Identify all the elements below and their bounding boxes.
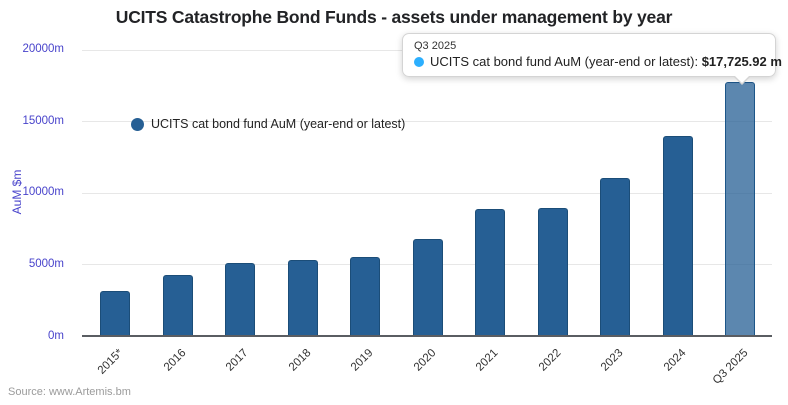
chart-title: UCITS Catastrophe Bond Funds - assets un… [115,7,673,27]
y-tick-label-20000: 20000m [22,43,64,55]
y-tick-label-0: 0m [48,329,64,342]
bar-2023[interactable] [600,178,630,336]
x-tick-label-q3-2025: Q3 2025 [710,347,751,387]
tooltip-arrow-fill [734,75,750,83]
x-tick-label-2023: 2023 [598,347,626,374]
bar-2016[interactable] [162,274,193,336]
y-tick-label-10000: 10000m [22,186,64,199]
y-tick-label-15000: 15000m [22,114,64,127]
x-tick-label-2021: 2021 [473,347,501,374]
x-tick-label-2020: 2020 [411,347,438,374]
bar-2019[interactable] [350,256,380,336]
bar-2017[interactable] [225,262,255,336]
source-credit: Source: www.Artemis.bm [8,386,131,398]
bar-2020[interactable] [412,238,443,336]
tooltip-value: $17,725.92 m [701,54,782,69]
bar-2018[interactable] [287,260,318,336]
bar-2015[interactable] [100,290,130,336]
x-tick-label-2019: 2019 [348,347,376,374]
bar-2022[interactable] [537,207,568,336]
tooltip-header: Q3 2025 [414,40,457,52]
x-axis-line [82,335,772,337]
bar-2024[interactable] [662,136,693,336]
x-tick-label-2024: 2024 [661,347,688,374]
legend-label: UCITS cat bond fund AuM (year-end or lat… [151,117,406,131]
tooltip-row: UCITS cat bond fund AuM (year-end or lat… [414,54,782,69]
tooltip-series-label: UCITS cat bond fund AuM (year-end or lat… [430,54,702,69]
legend-marker-icon [131,117,144,131]
gridline-10000 [82,192,772,194]
x-tick-label-2016: 2016 [161,347,188,374]
tooltip: Q3 2025 UCITS cat bond fund AuM (year-en… [402,33,782,85]
tooltip-point-icon [414,56,424,67]
legend-item[interactable]: UCITS cat bond fund AuM (year-end or lat… [131,117,405,131]
y-tick-label-5000: 5000m [28,257,64,270]
x-tick-label-2015: 2015* [95,347,126,377]
x-tick-label-2018: 2018 [286,347,313,374]
bar-q3-2025[interactable] [725,82,755,336]
bar-2021[interactable] [475,209,505,336]
x-tick-label-2022: 2022 [536,347,563,374]
gridline-15000 [82,121,772,123]
x-tick-label-2017: 2017 [223,347,251,374]
